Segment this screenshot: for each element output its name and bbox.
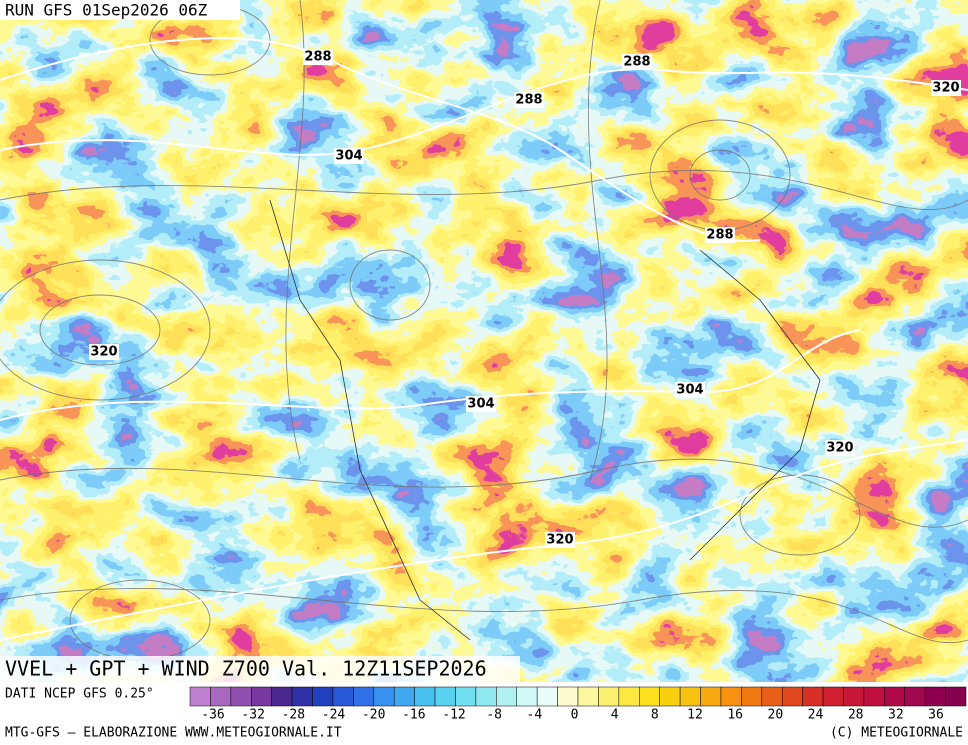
colorbar-tick-label: 0 [571,708,579,723]
colorbar-tick-label: 24 [808,708,824,723]
colorbar-swatch [618,686,640,707]
colorbar-tick-label: -16 [402,708,425,723]
colorbar-tick-label: 4 [611,708,619,723]
footer-title: VVEL + GPT + WIND Z700 Val. 12Z11SEP2026 [5,657,487,681]
contour-label-bg [303,49,333,65]
colorbar-swatch [577,686,599,707]
colorbar-swatch [945,686,967,707]
contour-label: 304 [335,149,362,164]
contour-label: 304 [676,383,703,398]
contour-label-bg [466,396,496,412]
contour-label: 320 [826,441,853,456]
colorbar-swatch [700,686,722,707]
colorbar-swatch [291,686,313,707]
colorbar-tick-label: -24 [322,708,346,723]
contour-label: 288 [515,93,542,108]
colorbar-tick-label: -20 [362,708,385,723]
colorbar-swatch [536,686,558,707]
contour-label: 288 [304,50,331,65]
colorbar-swatch [761,686,783,707]
contour-label-bg [825,440,855,456]
colorbar-tick-label: 16 [727,708,743,723]
contour-label: 288 [623,55,650,70]
colorbar-swatch [720,686,742,707]
colorbar-tick-label: 36 [928,708,944,723]
vvel-field [0,0,968,682]
colorbar-tick-label: -4 [527,708,543,723]
colorbar-swatch [598,686,620,707]
run-label: RUN GFS 01Sep2026 06Z [5,1,208,20]
colorbar-swatch [659,686,681,707]
contour-label-bg [514,92,544,108]
colorbar-swatch [924,686,946,707]
contour-label-bg [89,344,119,360]
title-box [0,656,520,682]
colorbar-tick-label: -28 [282,708,305,723]
colorbar-swatch [414,686,436,707]
colorbar-tick-label: 32 [888,708,904,723]
colorbar-tick-label: -32 [241,708,264,723]
colorbar-swatch [679,686,701,707]
colorbar-swatch [557,686,579,707]
colorbar-swatch [741,686,763,707]
colorbar-swatch [393,686,415,707]
colorbar-tick-label: -8 [486,708,502,723]
colorbar-tick-label: -36 [201,708,224,723]
contour-label-bg [334,148,364,164]
colorbar-tick-label: -12 [442,708,465,723]
credit-right: (C) METEOGIORNALE [830,726,963,741]
colorbar-swatch [496,686,517,707]
colorbar-tick-label: 12 [687,708,703,723]
colorbar-swatch [781,686,803,707]
colorbar-swatch [353,686,375,707]
colorbar-swatch [843,686,865,707]
colorbar-swatch [639,686,660,707]
colorbar-tick-label: 20 [768,708,784,723]
source-label: DATI NCEP GFS 0.25° [5,687,154,702]
contour-label-bg [705,227,735,243]
contour-label: 320 [932,81,959,96]
colorbar-swatch [332,686,354,707]
colorbar-swatch [230,686,252,707]
colorbar-swatch [251,686,272,707]
colorbar-swatch [904,686,926,707]
credit-left: MTG-GFS — ELABORAZIONE WWW.METEOGIORNALE… [5,726,342,741]
contour-label: 288 [706,228,733,243]
coastlines [269,199,821,641]
colorbar-swatch [434,686,456,707]
run-box [0,0,240,20]
colorbar-swatch [516,686,538,707]
contour-label: 320 [90,345,117,360]
contour-label-bg [675,382,705,398]
contour-label-bg [545,532,575,548]
colorbar-swatch [884,686,905,707]
contour-label: 320 [546,533,573,548]
colorbar-swatch [312,686,334,707]
contour-label: 304 [467,397,494,412]
colorbar-swatch [189,686,211,707]
colorbar-swatch [822,686,844,707]
colorbar-swatch [373,686,395,707]
colorbar-swatch [802,686,824,707]
colorbar-swatch [210,686,232,707]
colorbar-swatch [475,686,497,707]
colorbar-tick-label: 28 [848,708,864,723]
contour-label-bg [931,80,961,96]
contour-label-bg [622,54,652,70]
colorbar-swatch [271,686,293,707]
colorbar-swatch [455,686,477,707]
colorbar-tick-label: 8 [651,708,659,723]
colorbar-swatch [863,686,885,707]
